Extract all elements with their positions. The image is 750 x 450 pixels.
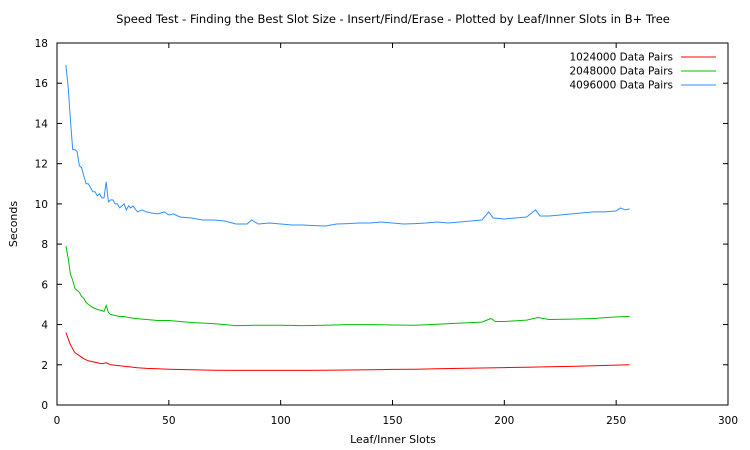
y-tick-label: 18 — [35, 38, 48, 50]
series-line-1 — [65, 332, 630, 371]
y-tick-label: 6 — [41, 279, 48, 291]
y-tick-label: 12 — [35, 159, 48, 171]
x-axis: 0 50 100 150 200 250 300 — [54, 43, 738, 427]
y-tick-label: 10 — [35, 199, 48, 211]
x-tick-label: 200 — [494, 415, 514, 427]
x-tick-label: 100 — [271, 415, 291, 427]
series-line-2 — [65, 246, 630, 327]
series-lines — [65, 65, 630, 371]
y-axis: 0 2 4 6 8 10 12 14 16 18 — [35, 38, 728, 412]
y-tick-label: 16 — [35, 78, 49, 90]
y-tick-label: 8 — [41, 239, 48, 251]
chart-title: Speed Test - Finding the Best Slot Size … — [116, 12, 670, 26]
y-tick-label: 2 — [41, 360, 48, 372]
x-tick-label: 250 — [606, 415, 626, 427]
y-tick-label: 0 — [41, 400, 48, 412]
legend-label: 2048000 Data Pairs — [569, 66, 673, 78]
x-axis-label: Leaf/Inner Slots — [350, 433, 436, 446]
x-tick-label: 50 — [162, 415, 175, 427]
y-tick-label: 4 — [41, 320, 48, 332]
series-line-3 — [65, 65, 630, 227]
x-tick-label: 300 — [718, 415, 738, 427]
legend-label: 1024000 Data Pairs — [569, 52, 673, 64]
legend-label: 4096000 Data Pairs — [569, 80, 673, 92]
legend: 1024000 Data Pairs 2048000 Data Pairs 4096… — [569, 52, 716, 92]
y-tick-label: 14 — [35, 118, 49, 130]
x-tick-label: 150 — [382, 415, 402, 427]
y-axis-label: Seconds — [7, 201, 20, 247]
plot-area-frame — [56, 42, 729, 406]
x-tick-label: 0 — [54, 415, 61, 427]
